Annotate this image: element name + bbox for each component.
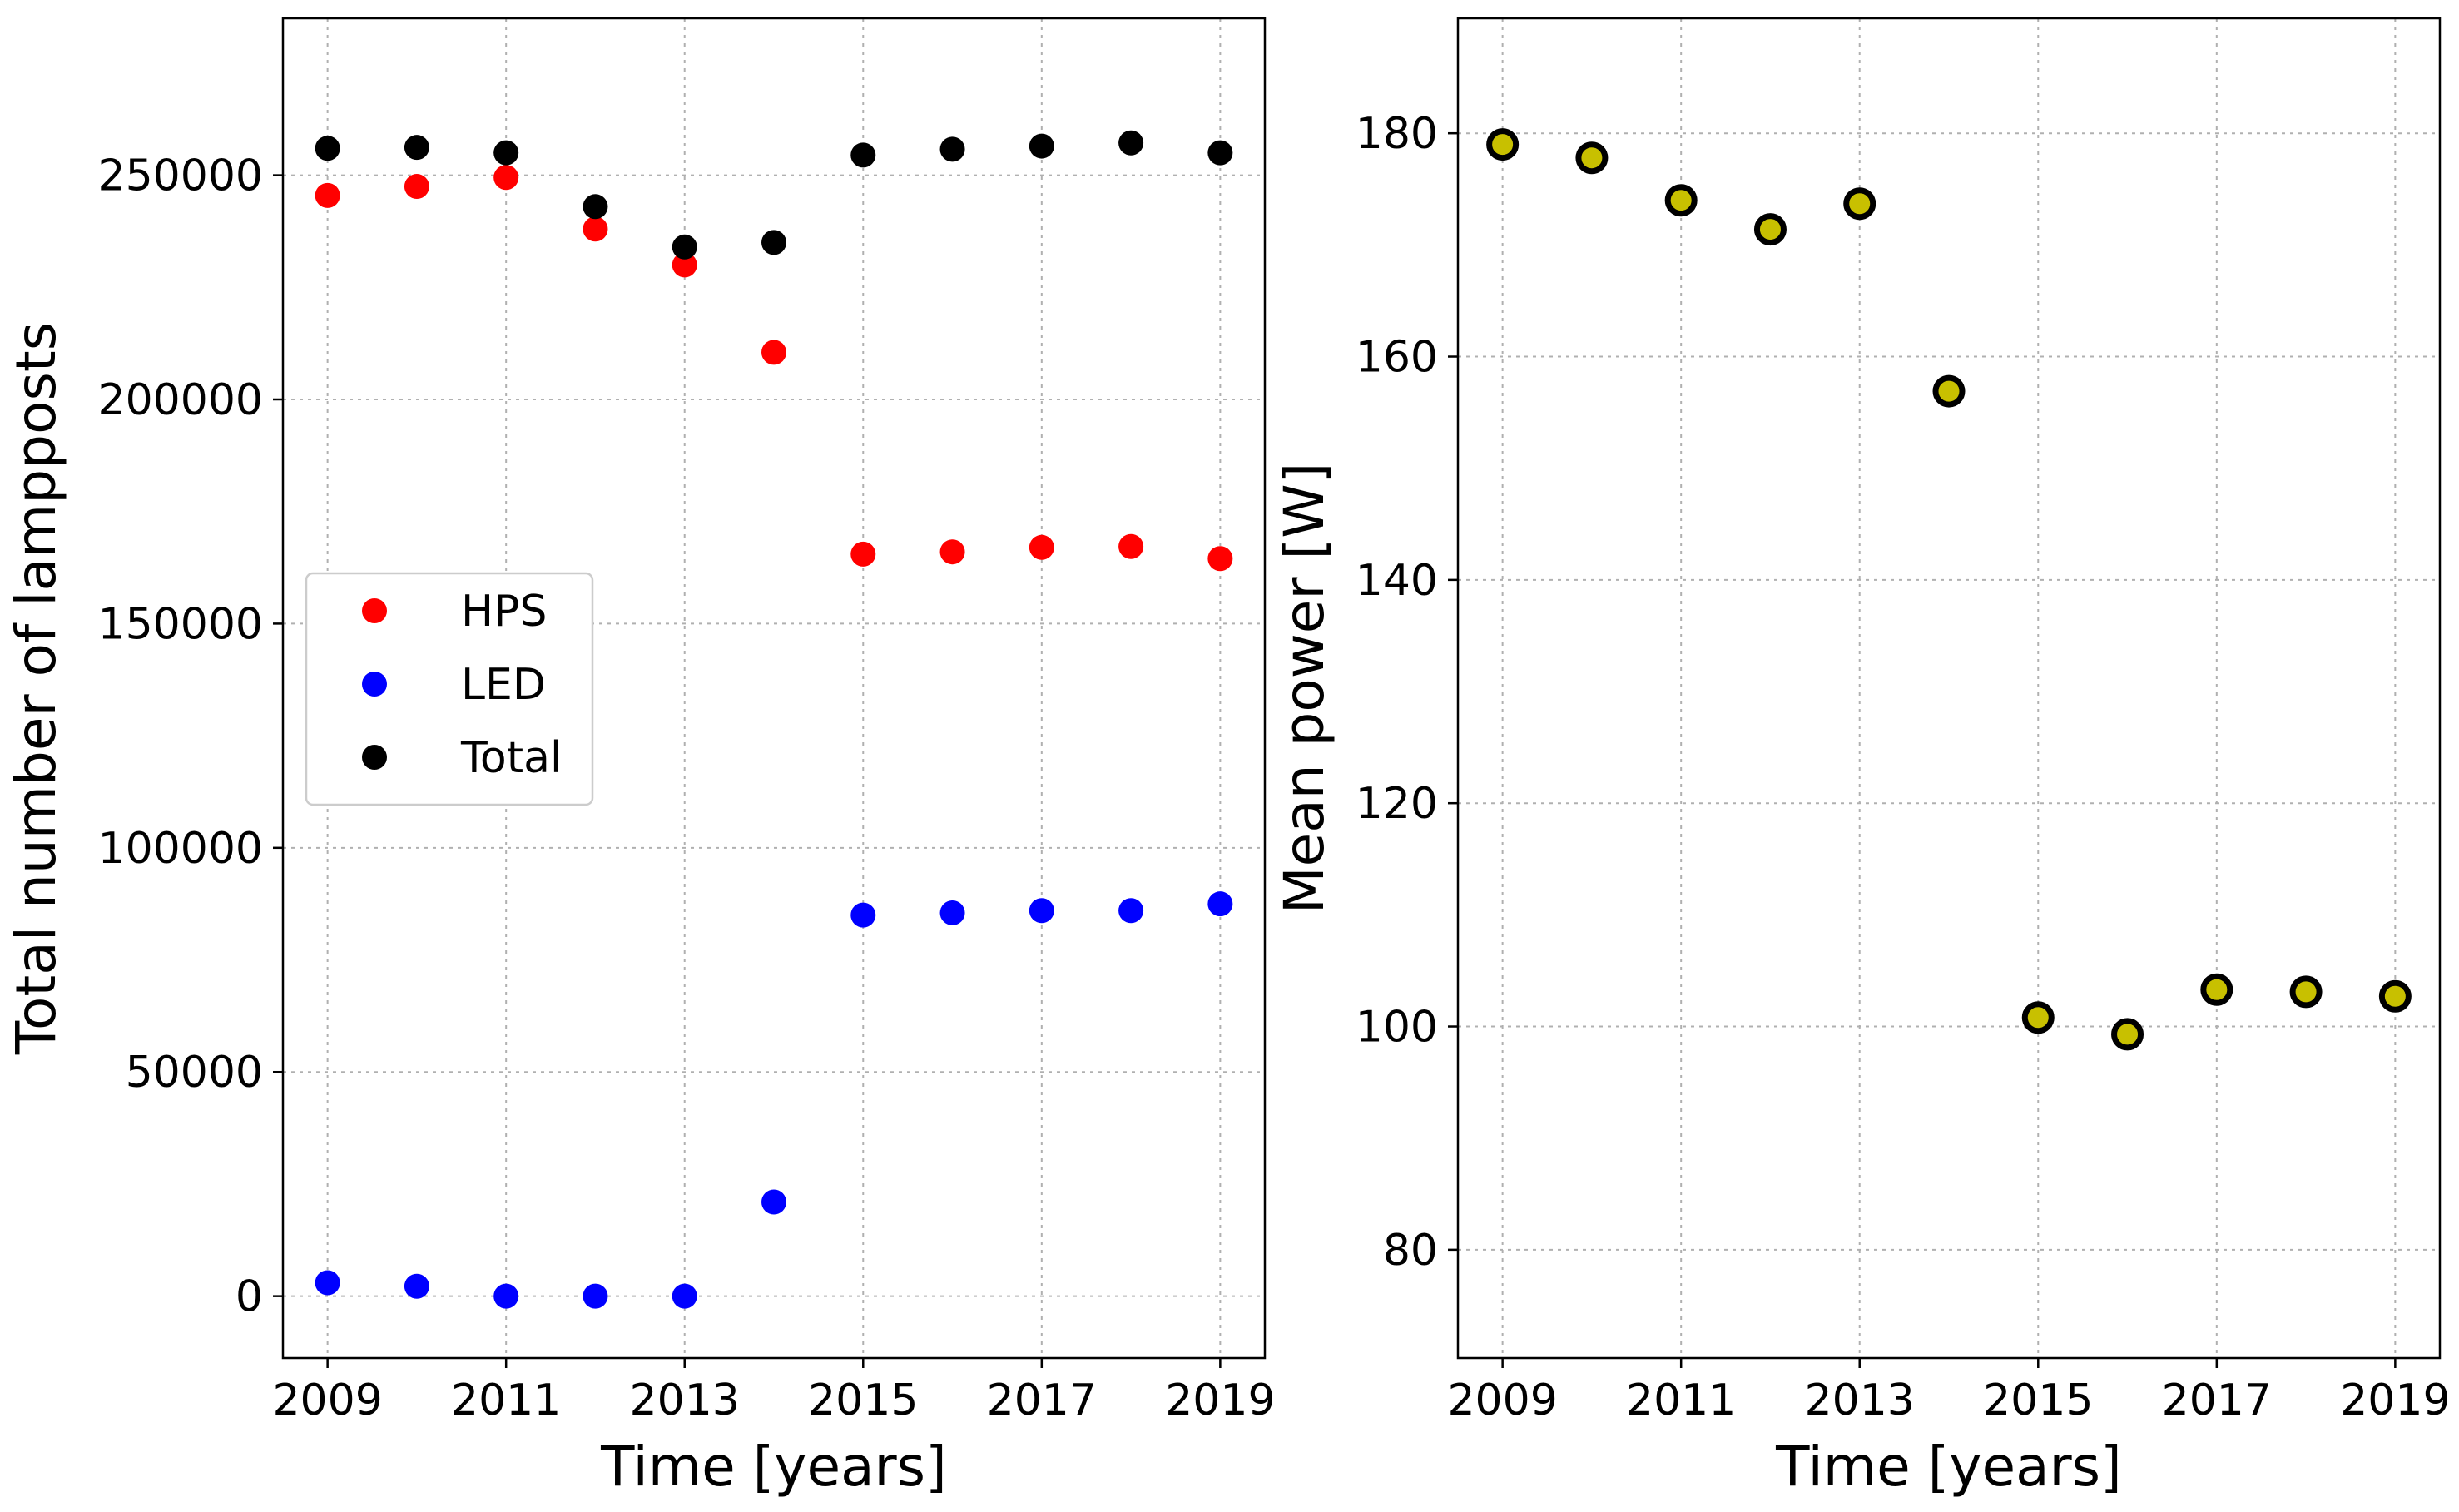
x-tick-label: 2015 <box>1983 1376 2093 1425</box>
legend-marker-total <box>362 745 387 770</box>
left-grid <box>283 18 1265 1358</box>
left-plot-frame <box>281 17 1267 1360</box>
point-mean-power-2018 <box>2289 975 2323 1009</box>
right-chart-mean-power: 2009 2011 2013 2015 2017 2019 80 100 120 140 160 18… <box>1272 17 2451 1499</box>
point-total-2015 <box>850 142 876 168</box>
point-mean-power-2017 <box>2200 973 2233 1006</box>
point-mean-power-2011 <box>1664 184 1698 217</box>
point-led-2016 <box>939 900 965 925</box>
x-tick-label: 2009 <box>1447 1376 1557 1425</box>
point-led-2010 <box>404 1273 429 1299</box>
point-led-2013 <box>672 1283 697 1309</box>
right-ylabel: Mean power [W] <box>1272 463 1336 915</box>
point-hps-2018 <box>1118 533 1144 559</box>
point-total-2016 <box>939 136 965 162</box>
point-total-2017 <box>1029 133 1054 159</box>
y-tick-label: 140 <box>1356 556 1438 606</box>
legend-marker-hps <box>362 598 387 623</box>
left-points <box>315 130 1233 1309</box>
point-led-2017 <box>1029 898 1054 924</box>
x-tick-label: 2011 <box>451 1376 561 1425</box>
point-mean-power-2012 <box>1753 213 1787 246</box>
point-hps-2015 <box>850 541 876 567</box>
point-led-2019 <box>1207 891 1233 917</box>
point-led-2009 <box>315 1270 340 1296</box>
point-total-2012 <box>583 194 608 220</box>
point-hps-2012 <box>583 216 608 242</box>
point-mean-power-2015 <box>2021 1001 2055 1034</box>
y-tick-label: 150000 <box>97 599 263 649</box>
x-tick-label: 2011 <box>1626 1376 1736 1425</box>
legend-label-total: Total <box>460 733 562 783</box>
point-hps-2009 <box>315 182 340 208</box>
right-xlabel: Time [years] <box>1775 1435 2122 1499</box>
left-ticks: 2009 2011 2013 2015 2017 2019 0 50000 100000 1500… <box>97 151 1275 1425</box>
point-led-2015 <box>850 902 876 928</box>
left-xlabel: Time [years] <box>600 1435 947 1499</box>
right-grid <box>1458 18 2440 1358</box>
point-total-2010 <box>404 135 429 161</box>
point-total-2018 <box>1118 130 1144 156</box>
point-hps-2011 <box>493 165 519 191</box>
x-tick-label: 2019 <box>1165 1376 1275 1425</box>
point-mean-power-2010 <box>1575 141 1609 175</box>
left-chart-lampposts: 2009 2011 2013 2015 2017 2019 0 50000 100000 1500… <box>4 17 1276 1499</box>
point-mean-power-2009 <box>1486 128 1520 161</box>
right-ticks: 2009 2011 2013 2015 2017 2019 80 100 120 140 160 18… <box>1356 109 2451 1425</box>
y-tick-label: 160 <box>1356 333 1438 383</box>
y-tick-label: 200000 <box>97 375 263 425</box>
point-total-2011 <box>493 140 519 166</box>
y-tick-label: 250000 <box>97 151 263 201</box>
point-mean-power-2014 <box>1932 374 1966 408</box>
x-tick-label: 2013 <box>1805 1376 1915 1425</box>
point-total-2014 <box>761 230 786 255</box>
y-tick-label: 100000 <box>97 824 263 874</box>
point-mean-power-2019 <box>2378 979 2412 1013</box>
point-led-2012 <box>583 1283 608 1309</box>
point-mean-power-2013 <box>1843 187 1876 221</box>
left-ylabel: Total number of lampposts <box>4 322 68 1055</box>
x-tick-label: 2015 <box>808 1376 918 1425</box>
point-hps-2016 <box>939 539 965 565</box>
point-hps-2014 <box>761 340 786 365</box>
point-led-2018 <box>1118 898 1144 924</box>
x-tick-label: 2009 <box>272 1376 382 1425</box>
x-tick-label: 2013 <box>630 1376 740 1425</box>
x-tick-label: 2019 <box>2340 1376 2450 1425</box>
y-tick-label: 180 <box>1356 109 1438 159</box>
point-hps-2010 <box>404 174 429 200</box>
y-tick-label: 100 <box>1356 1003 1438 1053</box>
point-total-2013 <box>672 234 697 260</box>
point-total-2019 <box>1207 140 1233 166</box>
y-tick-label: 0 <box>235 1272 263 1322</box>
point-total-2009 <box>315 136 340 161</box>
point-led-2011 <box>493 1283 519 1309</box>
legend: HPS LED Total <box>305 572 594 806</box>
legend-marker-led <box>362 672 387 697</box>
x-tick-label: 2017 <box>2162 1376 2272 1425</box>
legend-label-hps: HPS <box>461 587 547 637</box>
right-plot-frame <box>1456 17 2442 1360</box>
y-tick-label: 120 <box>1356 779 1438 829</box>
right-points <box>1486 128 2412 1051</box>
point-led-2014 <box>761 1189 786 1215</box>
x-tick-label: 2017 <box>987 1376 1097 1425</box>
point-hps-2013 <box>672 252 697 278</box>
point-hps-2017 <box>1029 534 1054 560</box>
point-hps-2019 <box>1207 546 1233 572</box>
point-mean-power-2016 <box>2111 1018 2144 1051</box>
legend-label-led: LED <box>461 660 546 710</box>
y-tick-label: 80 <box>1383 1226 1438 1276</box>
y-tick-label: 50000 <box>126 1048 263 1098</box>
